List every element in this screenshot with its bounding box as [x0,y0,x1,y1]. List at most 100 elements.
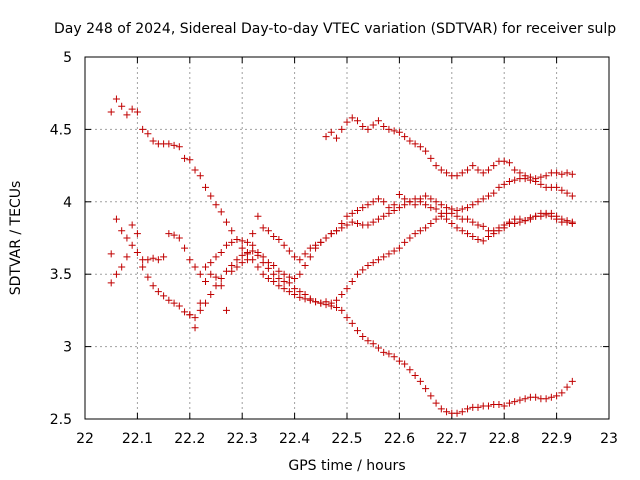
data-point [191,324,199,332]
data-point [259,253,267,261]
data-point [568,192,576,200]
y-axis-label: SDTVAR / TECUs [8,181,24,296]
data-point [563,217,571,225]
data-point [385,204,393,212]
data-point [374,215,382,223]
data-point [333,227,341,235]
x-tick-label: 22.6 [384,431,415,447]
data-point [343,221,351,229]
data-point [285,288,293,296]
data-point [458,408,466,416]
data-point [112,270,120,278]
data-point [443,204,451,212]
data-point [233,256,241,264]
data-point [443,408,451,416]
data-point [395,204,403,212]
data-point [364,337,372,345]
data-point [385,250,393,258]
data-point [333,296,341,304]
data-point [212,273,220,281]
x-tick-label: 22.4 [279,431,310,447]
data-point [217,275,225,283]
data-point [238,259,246,267]
data-point [212,253,220,261]
data-point [474,198,482,206]
data-point [380,212,388,220]
data-point [427,204,435,212]
data-point [181,308,189,316]
data-point [107,250,115,258]
data-point [280,277,288,285]
data-point [458,169,466,177]
data-point [322,133,330,141]
data-point [207,192,215,200]
data-point [123,253,131,261]
data-point [301,262,309,270]
data-point [175,143,183,151]
data-point [380,123,388,131]
data-point [505,399,513,407]
data-point [380,348,388,356]
data-point [385,350,393,358]
data-point [395,191,403,199]
data-point [453,224,461,232]
data-point [526,215,534,223]
data-point [196,299,204,307]
data-point [490,230,498,238]
chart-title: Day 248 of 2024, Sidereal Day-to-day VTE… [54,21,616,37]
data-point [296,270,304,278]
series-track-2 [107,209,576,322]
data-point [144,273,152,281]
data-point [401,195,409,203]
data-point [238,251,246,259]
data-point [191,166,199,174]
data-point [427,154,435,162]
data-point [406,366,414,374]
data-point [327,128,335,136]
data-point [427,392,435,400]
data-point [338,290,346,298]
data-point [181,244,189,252]
x-tick-label: 22.7 [436,431,467,447]
data-point [133,230,141,238]
data-point [217,208,225,216]
data-point [390,127,398,135]
data-point [443,169,451,177]
series-track-4 [186,175,576,332]
data-point [149,137,157,145]
data-point [112,95,120,103]
data-point [542,211,550,219]
data-point [275,275,283,283]
data-point [448,205,456,213]
data-point [154,256,162,264]
data-point [254,263,262,271]
data-point [254,248,262,256]
data-point [338,306,346,314]
data-point [186,156,194,164]
data-point [374,117,382,125]
data-point [338,125,346,133]
data-point [547,393,555,401]
data-point [437,405,445,413]
data-point [568,218,576,226]
data-point [422,385,430,393]
data-point [553,183,561,191]
data-point [521,172,529,180]
data-point [207,290,215,298]
data-point [196,306,204,314]
data-point [411,372,419,380]
data-point [516,218,524,226]
data-point [191,314,199,322]
data-point [243,256,251,264]
data-point [416,143,424,151]
data-point [107,279,115,287]
data-point [348,209,356,217]
x-tick-label: 22.5 [331,431,362,447]
data-point [547,209,555,217]
data-point [558,170,566,178]
data-point [359,332,367,340]
data-point [479,222,487,230]
x-tick-label: 22 [76,431,94,447]
data-point [500,180,508,188]
data-point [170,141,178,149]
